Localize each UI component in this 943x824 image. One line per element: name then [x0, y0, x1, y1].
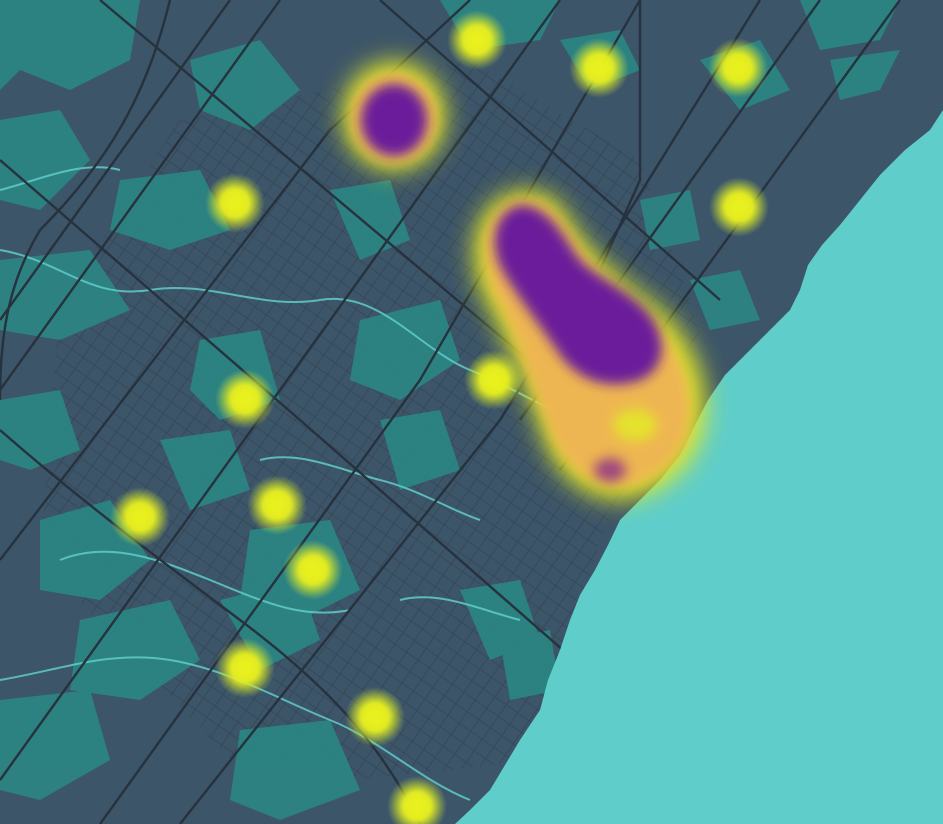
hotspot-west-1[interactable]	[205, 173, 265, 233]
hotspot-west-2[interactable]	[215, 369, 275, 429]
hotspot-south-west-2[interactable]	[247, 475, 307, 535]
hotspot-south-1[interactable]	[215, 638, 275, 698]
hotspot-central-1[interactable]	[464, 350, 524, 410]
hotspot-north-1[interactable]	[447, 10, 507, 70]
hotspot-south-3[interactable]	[387, 776, 447, 824]
hotspot-east-1[interactable]	[709, 177, 769, 237]
hotspot-north-east[interactable]	[708, 38, 768, 98]
hotspot-north-2[interactable]	[569, 38, 629, 98]
hotspot-central-cluster[interactable]	[473, 189, 707, 501]
hotspot-south-west-1[interactable]	[110, 487, 170, 547]
lake	[455, 110, 943, 824]
hotspot-north-west-cluster[interactable]	[342, 61, 446, 171]
hotspot-south-west-3[interactable]	[283, 540, 343, 600]
hotspot-south-2[interactable]	[345, 687, 405, 747]
